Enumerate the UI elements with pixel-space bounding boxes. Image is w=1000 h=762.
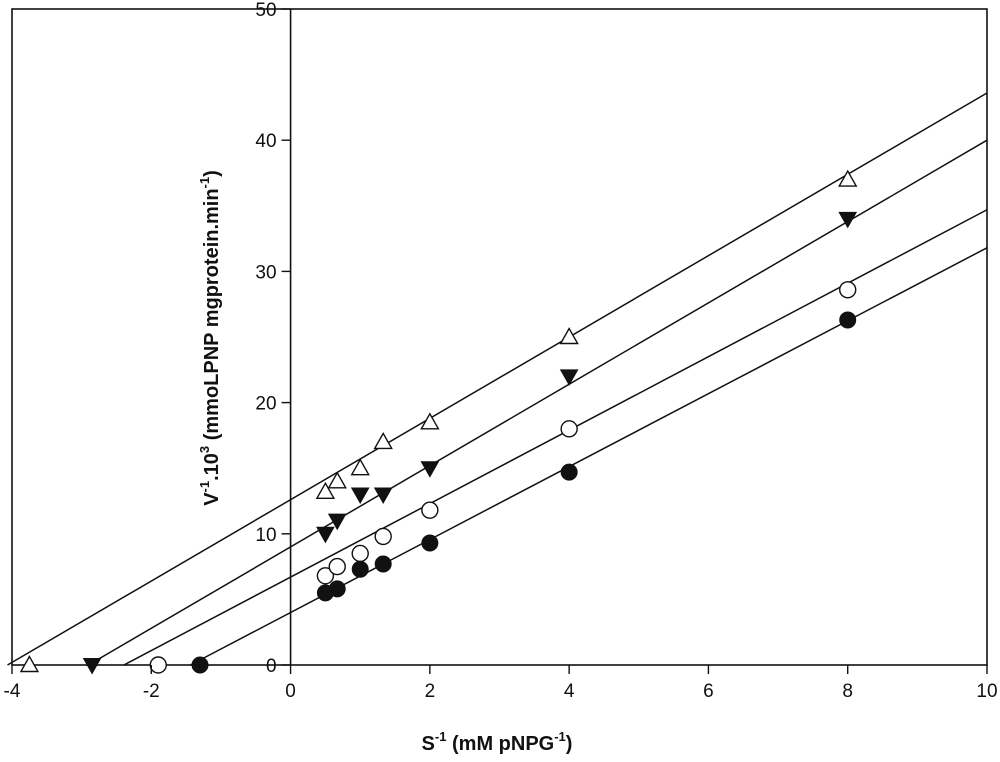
x-axis-label: S-1 (mM pNPG-1) [422,729,573,755]
x-axis-label-sup2: -1 [554,729,566,744]
x-tick-label: 2 [425,681,436,702]
data-point [316,526,335,544]
data-point [350,487,370,504]
data-point [373,487,393,504]
y-tick-label: 20 [255,394,276,415]
data-point [839,311,857,329]
x-tick-label: 10 [976,681,997,702]
y-axis-label-base: V [201,492,223,506]
data-point [328,580,346,598]
y-axis-label-mid: .10 [201,453,223,481]
data-point [838,169,858,187]
data-point [560,420,578,438]
data-point [351,544,369,563]
x-tick-label: -2 [143,681,160,702]
data-point [559,369,579,386]
data-point [560,463,578,481]
plot-frame-group [11,8,988,666]
data-point [191,656,209,674]
data-point [327,471,347,489]
data-point [316,567,335,585]
data-point [351,560,369,578]
data-point [420,412,440,430]
data-point [149,656,167,674]
y-axis-label-sup: -1 [197,481,212,493]
x-axis-label-rest: (mM pNPG [446,733,554,755]
x-axis-label-end: ) [566,733,573,755]
plot-frame [11,8,988,666]
fit-lines [7,92,988,666]
data-point [839,281,857,299]
y-tick-label: 30 [255,262,276,283]
y-axis-label: V-1.103 (mmoLPNP mgprotein.min-1) [197,170,223,506]
data-point [374,555,392,573]
data-point [373,432,393,450]
data-point [350,458,370,476]
fit-line [190,247,988,666]
data-point [327,513,347,531]
x-tick-label: 8 [842,681,853,702]
y-tick-label: 10 [255,525,276,546]
fit-line [88,139,988,666]
fit-line [123,209,988,666]
y-axis-label-rest: (mmoLPNP mgprotein.min [201,188,223,445]
data-point [315,481,336,500]
data-point [19,655,40,673]
data-point [838,211,858,229]
x-axis: -4 -2 0 2 4 6 8 10 [4,665,998,702]
markers [19,169,858,675]
data-point [374,527,392,546]
x-axis-label-sup: -1 [435,729,447,744]
data-point [82,658,102,675]
data-point [420,461,440,478]
y-axis: 0 10 20 30 40 50 [255,0,291,677]
data-point [421,534,439,552]
y-tick-label: 50 [255,0,276,21]
y-axis-label-sup3: -1 [197,177,212,189]
x-tick-label: 6 [703,681,714,702]
fit-line [7,92,988,666]
y-tick-label: 0 [266,656,277,677]
y-axis-label-sup2: 3 [197,446,212,453]
data-point [559,327,579,345]
y-axis-label-end: ) [201,170,223,177]
x-tick-label: 4 [564,681,575,702]
y-tick-label: 40 [255,131,276,152]
x-tick-label: 0 [285,681,296,702]
data-point [421,501,439,519]
x-axis-label-base: S [422,733,435,755]
data-point [328,557,346,576]
x-tick-label: -4 [4,681,21,702]
